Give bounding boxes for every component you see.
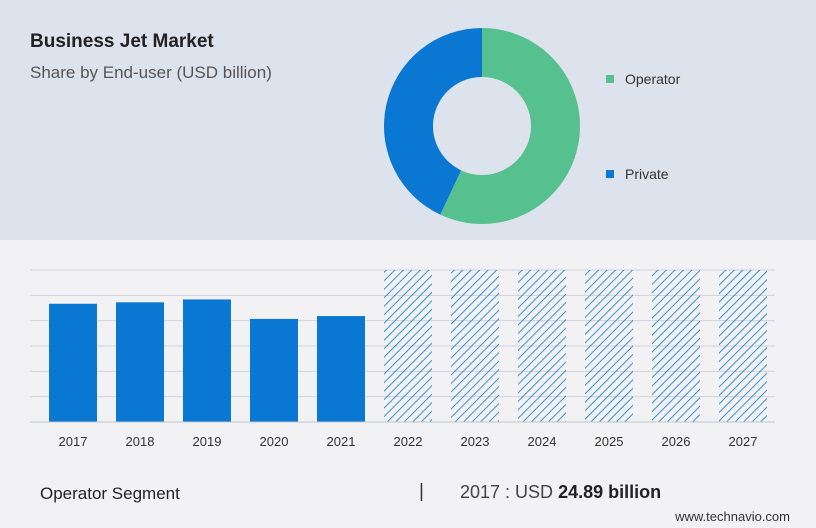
x-tick-label: 2020 — [260, 434, 289, 449]
value-currency: : USD — [500, 482, 559, 502]
x-tick-label: 2026 — [662, 434, 691, 449]
x-tick-label: 2021 — [327, 434, 356, 449]
brand-link[interactable]: www.technavio.com — [675, 509, 790, 524]
summary-panel: Business Jet Market Share by End-user (U… — [0, 0, 816, 240]
x-tick-label: 2017 — [59, 434, 88, 449]
forecast-bar-2027 — [719, 270, 767, 422]
forecast-bar-2026 — [652, 270, 700, 422]
donut-chart — [384, 28, 580, 224]
legend-label-operator: Operator — [625, 71, 681, 87]
legend-swatch-private — [606, 170, 614, 178]
bar-chart: 2017 2018 2019 2020 2021 2022 2023 2024 2025 2026… — [30, 269, 775, 449]
donut-slice-private — [384, 28, 482, 215]
x-tick-label: 2027 — [729, 434, 758, 449]
donut-slice-operator — [440, 28, 580, 224]
x-tick-label: 2023 — [461, 434, 490, 449]
forecast-bar-2023 — [451, 270, 499, 422]
x-tick-label: 2022 — [394, 434, 423, 449]
bar-2017 — [49, 303, 97, 422]
segment-label: Operator Segment — [40, 484, 180, 503]
segment-value: 2017 : USD 24.89 billion — [460, 482, 661, 503]
legend-item-private: Private — [606, 166, 669, 182]
forecast-bar-2022 — [384, 270, 432, 422]
x-tick-label: 2025 — [595, 434, 624, 449]
bar-2018 — [116, 302, 164, 422]
legend-label-private: Private — [625, 166, 669, 182]
legend-item-operator: Operator — [606, 71, 680, 87]
chart-title: Business Jet Market — [30, 31, 214, 52]
bar-2021 — [317, 316, 365, 422]
forecast-bar-2024 — [518, 270, 566, 422]
value-year: 2017 — [460, 482, 501, 502]
footer-separator: | — [419, 481, 424, 502]
x-tick-label: 2018 — [126, 434, 155, 449]
bar-2020 — [250, 318, 298, 422]
bar-2019 — [183, 299, 231, 422]
x-tick-label: 2024 — [528, 434, 557, 449]
chart-subtitle: Share by End-user (USD billion) — [30, 63, 272, 82]
forecast-bar-2025 — [585, 270, 633, 422]
x-tick-label: 2019 — [193, 434, 222, 449]
legend-swatch-operator — [606, 75, 614, 83]
value-amount: 24.89 billion — [558, 482, 662, 502]
